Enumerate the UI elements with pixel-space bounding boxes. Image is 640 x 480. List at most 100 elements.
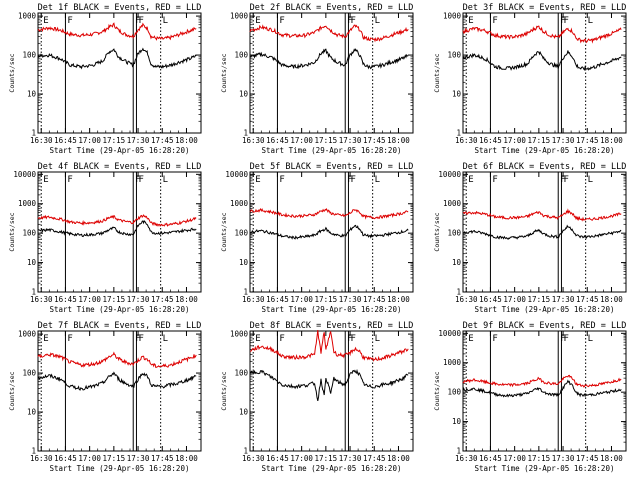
x-tick-label: 17:30 (339, 295, 362, 304)
x-tick-label: 17:00 (290, 136, 313, 145)
events-trace (462, 224, 622, 240)
x-tick-label: 17:15 (103, 454, 126, 463)
y-tick-label: 10 (27, 258, 37, 267)
panel-title: Det 8f BLACK = Events, RED = LLD (250, 321, 414, 331)
x-tick-label: 16:45 (266, 295, 289, 304)
plot-frame (249, 330, 414, 452)
panel-det-5: Det 5f BLACK = Events, RED = LLD Counts/s… (220, 162, 414, 314)
x-tick-label: 17:15 (528, 136, 551, 145)
marker-label: F (350, 16, 355, 26)
x-tick-label: 16:30 (30, 295, 53, 304)
plot-frame (462, 171, 627, 293)
marker-label: F (560, 16, 565, 26)
x-tick-label: 18:00 (387, 295, 410, 304)
marker-label: F (347, 334, 352, 344)
panel-det-1: Det 1f BLACK = Events, RED = LLD Counts/s… (8, 3, 202, 155)
x-tick-label: 16:45 (54, 136, 77, 145)
panel-title: Det 5f BLACK = Events, RED = LLD (250, 162, 414, 172)
x-tick-label: 17:00 (290, 295, 313, 304)
plot-frame (37, 330, 202, 452)
lld-trace (37, 22, 197, 41)
y-tick-label: 1 (456, 288, 461, 297)
events-trace (37, 47, 197, 70)
lld-trace (249, 207, 409, 220)
x-tick-label: 17:15 (103, 136, 126, 145)
y-tick-label: 1000 (230, 330, 249, 339)
y-tick-label: 1 (243, 288, 248, 297)
plot-frame (37, 12, 202, 134)
marker-label: F (135, 16, 140, 26)
events-trace (249, 368, 409, 402)
x-tick-label: 18:00 (175, 295, 198, 304)
y-axis-label: Counts/sec (433, 212, 441, 251)
x-tick-label: 16:45 (479, 454, 502, 463)
x-tick-label: 17:00 (503, 454, 526, 463)
y-tick-label: 10 (27, 408, 37, 417)
x-tick-label: 18:00 (387, 454, 410, 463)
panel-title: Det 1f BLACK = Events, RED = LLD (38, 3, 202, 13)
marker-label: L (163, 175, 168, 185)
marker-label: E (255, 16, 260, 26)
x-tick-label: 18:00 (600, 454, 623, 463)
marker-label: F (347, 175, 352, 185)
y-tick-label: 10 (239, 258, 249, 267)
x-tick-label: 16:30 (242, 295, 265, 304)
x-tick-label: 16:45 (54, 295, 77, 304)
y-axis-label: Counts/sec (8, 371, 16, 410)
marker-label: L (375, 175, 380, 185)
x-tick-label: 17:45 (576, 295, 599, 304)
panel-det-2: Det 2f BLACK = Events, RED = LLD Counts/s… (220, 3, 414, 155)
x-tick-label: 17:45 (363, 136, 386, 145)
marker-label: L (375, 334, 380, 344)
marker-label: F (492, 334, 497, 344)
plot-frame (462, 12, 627, 134)
x-tick-label: 18:00 (600, 136, 623, 145)
lld-trace (37, 214, 197, 227)
y-tick-label: 10000 (438, 170, 461, 179)
events-trace (249, 224, 409, 240)
x-tick-label: 16:30 (455, 136, 478, 145)
plot-frame (249, 12, 414, 134)
x-tick-label: 17:45 (363, 295, 386, 304)
panel-title: Det 4f BLACK = Events, RED = LLD (38, 162, 202, 172)
marker-label: L (163, 334, 168, 344)
marker-label: F (135, 175, 140, 185)
y-tick-label: 1000 (230, 12, 249, 21)
marker-label: F (563, 16, 568, 26)
y-axis-label: Counts/sec (8, 53, 16, 92)
x-tick-label: 17:45 (363, 454, 386, 463)
marker-label: L (588, 16, 593, 26)
x-tick-label: 17:30 (127, 454, 150, 463)
y-tick-label: 100 (22, 369, 36, 378)
x-tick-label: 17:30 (127, 295, 150, 304)
events-trace (37, 371, 197, 391)
x-tick-label: 16:30 (455, 295, 478, 304)
events-trace (462, 379, 622, 398)
y-tick-label: 10000 (225, 170, 248, 179)
panel-det-8: Det 8f BLACK = Events, RED = LLD Counts/s… (220, 321, 414, 473)
x-axis-label: Start Time (29-Apr-05 16:28:20) (50, 464, 190, 473)
x-tick-label: 18:00 (600, 295, 623, 304)
y-tick-label: 1000 (443, 358, 462, 367)
marker-label: F (138, 334, 143, 344)
y-tick-label: 1 (456, 447, 461, 456)
y-axis-label: Counts/sec (8, 212, 16, 251)
x-tick-label: 17:15 (528, 454, 551, 463)
x-tick-label: 17:00 (78, 136, 101, 145)
y-tick-label: 1000 (18, 199, 37, 208)
x-tick-label: 17:45 (151, 136, 174, 145)
x-tick-label: 18:00 (175, 454, 198, 463)
x-tick-label: 17:30 (339, 136, 362, 145)
marker-label: F (279, 334, 284, 344)
y-tick-label: 10 (27, 90, 37, 99)
marker-label: L (588, 334, 593, 344)
y-tick-label: 10 (452, 417, 462, 426)
y-tick-label: 1 (243, 447, 248, 456)
y-tick-label: 10 (452, 90, 462, 99)
x-axis-label: Start Time (29-Apr-05 16:28:20) (262, 146, 402, 155)
y-tick-label: 100 (234, 51, 248, 60)
y-tick-label: 1000 (443, 12, 462, 21)
x-axis-label: Start Time (29-Apr-05 16:28:20) (475, 464, 615, 473)
x-tick-label: 16:30 (30, 454, 53, 463)
lld-trace (249, 330, 409, 362)
